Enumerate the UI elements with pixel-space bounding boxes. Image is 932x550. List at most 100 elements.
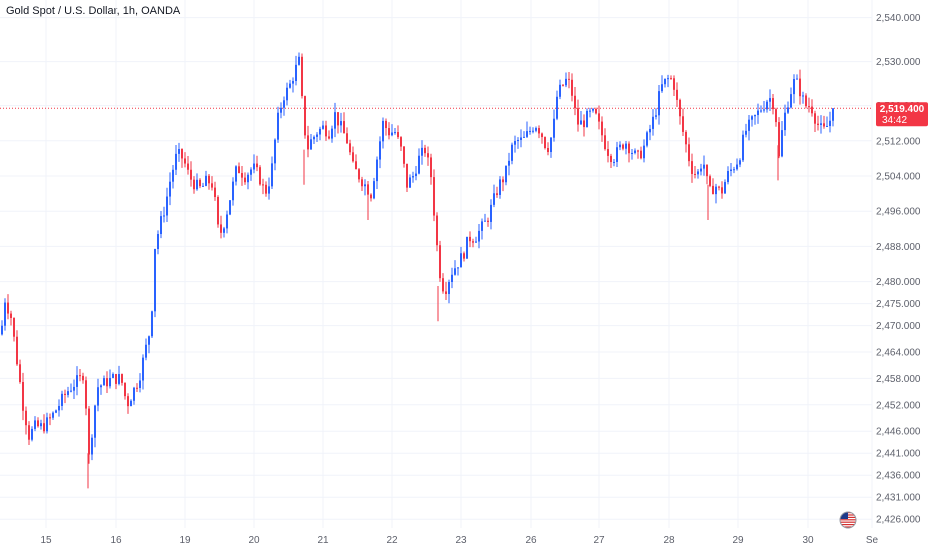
candle bbox=[571, 73, 573, 102]
candle-body bbox=[373, 181, 375, 199]
candle bbox=[535, 126, 537, 133]
candle bbox=[421, 140, 423, 165]
candle-body bbox=[757, 110, 759, 116]
candle-body bbox=[361, 179, 363, 187]
candle-body bbox=[481, 221, 483, 231]
candle-body bbox=[451, 274, 453, 282]
candle-body bbox=[163, 215, 165, 217]
candle-body bbox=[709, 176, 711, 186]
candle bbox=[520, 129, 522, 148]
candle bbox=[499, 176, 501, 199]
candle-body bbox=[694, 173, 696, 175]
candle-body bbox=[292, 80, 294, 84]
candle bbox=[757, 103, 759, 124]
candle bbox=[739, 158, 741, 168]
candle-body bbox=[589, 110, 591, 112]
candle-body bbox=[637, 150, 639, 152]
candle-body bbox=[658, 91, 660, 116]
candle-body bbox=[25, 410, 27, 426]
candle bbox=[649, 124, 651, 141]
candle-body bbox=[394, 132, 396, 134]
candle bbox=[628, 141, 630, 163]
candle-body bbox=[352, 152, 354, 162]
candle-body bbox=[196, 179, 198, 190]
candle-body bbox=[454, 268, 456, 275]
candle bbox=[595, 107, 597, 115]
candle-body bbox=[784, 112, 786, 131]
candle bbox=[781, 121, 783, 158]
candle bbox=[718, 185, 720, 191]
candle bbox=[544, 136, 546, 150]
candle-body bbox=[34, 420, 36, 429]
candle bbox=[190, 161, 192, 187]
candle-body bbox=[55, 410, 57, 413]
candle-body bbox=[595, 108, 597, 114]
candle-body bbox=[742, 134, 744, 161]
candle bbox=[187, 155, 189, 175]
candle bbox=[4, 298, 6, 331]
candle bbox=[724, 179, 726, 194]
candle-body bbox=[502, 179, 504, 183]
candle bbox=[448, 279, 450, 304]
candle bbox=[217, 195, 219, 228]
candle bbox=[796, 74, 798, 80]
candle bbox=[514, 135, 516, 153]
candle-body bbox=[208, 175, 210, 184]
candle bbox=[115, 373, 117, 390]
candle bbox=[658, 84, 660, 125]
candle bbox=[742, 130, 744, 162]
candle-body bbox=[112, 374, 114, 378]
candle-body bbox=[100, 385, 102, 388]
candle bbox=[226, 210, 228, 234]
candle-body bbox=[631, 152, 633, 154]
candle bbox=[733, 166, 735, 174]
last-price-countdown: 34:42 bbox=[882, 115, 907, 126]
candle-body bbox=[154, 248, 156, 312]
candle-body bbox=[19, 364, 21, 383]
candle-body bbox=[667, 78, 669, 80]
candle bbox=[403, 145, 405, 168]
candle-body bbox=[601, 121, 603, 136]
candle bbox=[7, 294, 9, 320]
y-axis: 2,540.0002,530.0002,520.0002,512.0002,50… bbox=[876, 13, 921, 526]
us-flag-icon[interactable] bbox=[839, 511, 857, 529]
candle-body bbox=[577, 108, 579, 125]
candle bbox=[604, 128, 606, 151]
candle-body bbox=[493, 193, 495, 205]
candle bbox=[265, 181, 267, 197]
candle-body bbox=[187, 163, 189, 170]
candle bbox=[502, 176, 504, 192]
candle bbox=[94, 404, 96, 448]
candle bbox=[109, 369, 111, 389]
candle bbox=[814, 110, 816, 133]
candle-body bbox=[616, 147, 618, 162]
candle-body bbox=[772, 98, 774, 110]
candle-body bbox=[346, 133, 348, 144]
candle-body bbox=[712, 185, 714, 195]
candle bbox=[31, 426, 33, 442]
candle bbox=[592, 107, 594, 113]
candle bbox=[478, 224, 480, 249]
candle-body bbox=[466, 236, 468, 259]
candle bbox=[133, 386, 135, 405]
candle bbox=[682, 108, 684, 136]
candle-body bbox=[736, 164, 738, 170]
candle bbox=[538, 125, 540, 139]
candle bbox=[61, 390, 63, 411]
candle bbox=[211, 176, 213, 191]
candle bbox=[88, 405, 90, 464]
candle bbox=[550, 136, 552, 158]
grid-lines bbox=[0, 0, 873, 528]
candle bbox=[703, 155, 705, 176]
candle-body bbox=[571, 79, 573, 96]
candle bbox=[262, 178, 264, 195]
candle-body bbox=[151, 311, 153, 337]
candle-body bbox=[406, 163, 408, 188]
candle bbox=[214, 181, 216, 201]
x-tick-label: 27 bbox=[593, 535, 605, 546]
candle bbox=[82, 372, 84, 384]
candle-body bbox=[550, 137, 552, 153]
candle-body bbox=[334, 112, 336, 129]
candle-body bbox=[418, 155, 420, 174]
